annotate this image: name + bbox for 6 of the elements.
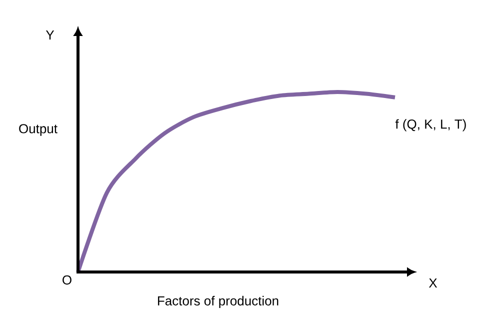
y-axis-title: Output [19, 124, 58, 136]
text: Y [46, 30, 54, 40]
x-axis-title: Factors of production [158, 296, 278, 308]
text: O [62, 275, 72, 285]
series-label: f (Q, K, L, T) [395, 119, 466, 132]
text: X [428, 278, 438, 288]
